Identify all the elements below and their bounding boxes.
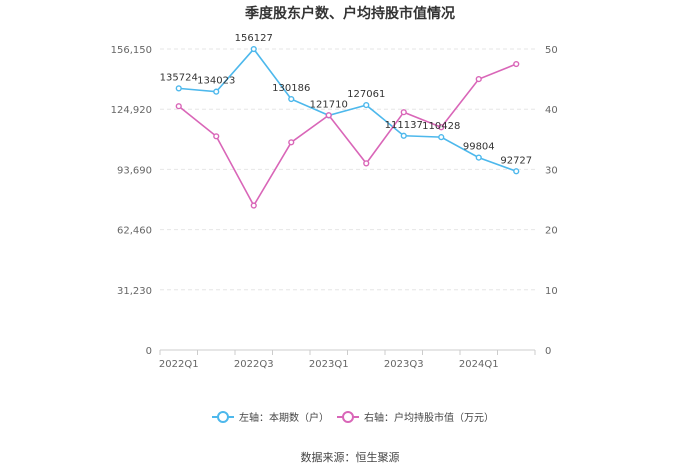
source-note: 数据来源：恒生聚源 bbox=[301, 450, 400, 464]
x-tick-label: 2022Q1 bbox=[159, 359, 199, 370]
data-point[interactable] bbox=[475, 75, 482, 83]
data-point[interactable] bbox=[363, 101, 370, 109]
x-tick-label: 2023Q1 bbox=[309, 359, 349, 370]
data-label: 135724 bbox=[160, 72, 198, 83]
legend-marker-icon bbox=[342, 411, 354, 423]
left-tick-label: 0 bbox=[146, 346, 152, 357]
x-tick-label: 2022Q3 bbox=[234, 359, 274, 370]
data-point[interactable] bbox=[438, 134, 445, 141]
data-label: 130186 bbox=[272, 83, 310, 94]
right-tick-label: 20 bbox=[545, 226, 558, 237]
left-tick-label: 31,230 bbox=[117, 286, 152, 297]
data-label: 156127 bbox=[235, 33, 273, 44]
right-tick-label: 0 bbox=[545, 346, 551, 357]
series-line-1 bbox=[178, 47, 517, 173]
right-axis: 0 10 20 30 40 50 bbox=[545, 45, 558, 357]
data-point[interactable] bbox=[213, 88, 220, 95]
data-point[interactable] bbox=[213, 133, 220, 140]
legend-marker-icon bbox=[217, 411, 229, 423]
x-tick-label: 2023Q3 bbox=[384, 359, 424, 370]
data-point[interactable] bbox=[250, 45, 257, 53]
left-tick-label: 156,150 bbox=[111, 45, 152, 56]
x-tick-label: 2024Q1 bbox=[459, 359, 499, 370]
left-tick-label: 124,920 bbox=[111, 105, 152, 116]
data-point[interactable] bbox=[250, 202, 257, 209]
right-tick-label: 40 bbox=[545, 105, 558, 116]
data-point[interactable] bbox=[363, 160, 370, 167]
right-tick-label: 10 bbox=[545, 286, 558, 297]
data-label: 127061 bbox=[347, 89, 385, 100]
series-group bbox=[175, 45, 520, 209]
data-point[interactable] bbox=[513, 168, 520, 175]
data-point[interactable] bbox=[400, 109, 407, 116]
right-tick-label: 30 bbox=[545, 165, 558, 176]
data-label: 121710 bbox=[310, 99, 348, 110]
data-label: 110428 bbox=[422, 121, 460, 132]
data-label: 92727 bbox=[500, 155, 532, 166]
data-point[interactable] bbox=[325, 112, 332, 119]
left-axis: 0 31,230 62,460 93,690 124,920 156,150 bbox=[111, 45, 152, 357]
data-point[interactable] bbox=[513, 60, 520, 68]
data-point[interactable] bbox=[175, 103, 182, 110]
right-tick-label: 50 bbox=[545, 45, 558, 56]
data-label: 111137 bbox=[385, 120, 423, 131]
data-point[interactable] bbox=[288, 139, 295, 146]
data-point[interactable] bbox=[400, 132, 407, 139]
data-point[interactable] bbox=[475, 154, 482, 161]
data-point[interactable] bbox=[288, 95, 295, 103]
x-axis: 2022Q1 2022Q3 2023Q1 2023Q3 2024Q1 bbox=[159, 350, 536, 370]
chart-title: 季度股东户数、户均持股市值情况 bbox=[244, 5, 455, 22]
legend-label[interactable]: 右轴：户均持股市值（万元） bbox=[364, 411, 494, 424]
legend-label[interactable]: 左轴：本期数（户） bbox=[239, 411, 329, 424]
legend[interactable]: 左轴：本期数（户） 右轴：户均持股市值（万元） bbox=[212, 411, 494, 424]
left-tick-label: 62,460 bbox=[117, 226, 152, 237]
data-label: 99804 bbox=[463, 142, 495, 153]
data-point[interactable] bbox=[438, 124, 445, 131]
series-line-2 bbox=[178, 63, 517, 208]
data-point[interactable] bbox=[175, 85, 182, 92]
data-label: 134023 bbox=[197, 76, 235, 87]
left-tick-label: 93,690 bbox=[117, 165, 152, 176]
